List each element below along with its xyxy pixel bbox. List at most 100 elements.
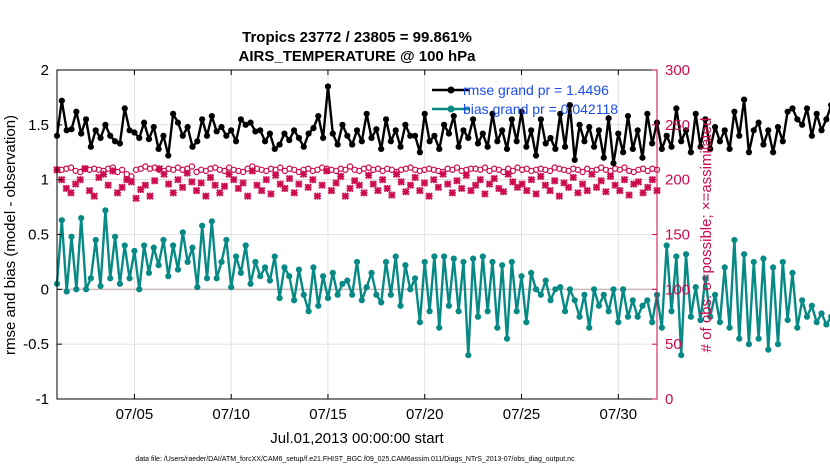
rmse-point [571, 156, 578, 164]
bias-point [286, 273, 293, 280]
obs-assimilated-marker [332, 179, 340, 187]
rmse-point [460, 127, 467, 134]
obs-possible-marker [481, 164, 489, 171]
bias-point [682, 251, 690, 258]
x-ticks: 07/05 07/10 07/15 07/20 07/25 07/30 [116, 70, 637, 423]
bias-point [107, 275, 114, 282]
obs-assimilated-marker [509, 178, 517, 186]
bias-point [600, 291, 607, 298]
bias-point [465, 352, 472, 359]
obs-assimilated-marker [532, 190, 540, 198]
bias-point [808, 302, 815, 309]
obs-assimilated-marker [234, 184, 243, 193]
obs-assimilated-marker [406, 181, 415, 189]
rmse-point [286, 137, 293, 144]
obs-assimilated-marker [188, 178, 196, 186]
obs-assimilated-marker [639, 189, 647, 197]
bias-point [692, 284, 699, 291]
obs-possible-marker [621, 164, 628, 171]
obs-assimilated-marker [485, 180, 494, 188]
rmse-point [257, 127, 264, 134]
obs-assimilated-marker [425, 192, 433, 200]
rmse-point [745, 149, 753, 156]
bias-point [421, 258, 428, 266]
rmse-point [73, 108, 80, 115]
obs-assimilated-marker [578, 180, 587, 188]
obs-assimilated-marker [341, 192, 350, 200]
obs-assimilated-marker [476, 175, 484, 184]
obs-assimilated-marker [402, 188, 410, 196]
obs-possible-marker [188, 163, 196, 170]
bias-point [610, 286, 617, 293]
obs-assimilated-marker [443, 180, 452, 188]
rmse-point [334, 141, 341, 148]
rmse-point [155, 145, 162, 153]
obs-assimilated-marker [76, 175, 84, 184]
bias-point [63, 288, 70, 295]
obs-assimilated-marker [481, 190, 489, 198]
y-axis-label: rmse and bias (model - observation) [2, 115, 19, 355]
obs-assimilated-marker [448, 189, 457, 197]
y-tick-label: 0 [41, 281, 49, 298]
bias-point [257, 273, 264, 280]
obs-assimilated-markers [53, 164, 661, 203]
y-right-tick-label: 200 [665, 172, 690, 189]
obs-assimilated-marker [309, 175, 317, 184]
bias-point [184, 258, 191, 266]
obs-assimilated-marker [323, 167, 331, 175]
y-right-tick-label: 100 [665, 281, 690, 298]
bias-point [363, 284, 370, 291]
bias-point [499, 262, 506, 269]
bias-point [561, 308, 569, 315]
rmse-point [537, 116, 544, 123]
obs-assimilated-marker [569, 173, 577, 182]
rmse-point [179, 132, 186, 139]
bias-point [237, 269, 244, 276]
bias-point [223, 236, 230, 244]
obs-assimilated-marker [299, 170, 308, 178]
obs-assimilated-marker [430, 175, 438, 184]
bias-point [300, 291, 307, 298]
x-axis-label: Jul.01,2013 00:00:00 start [270, 430, 444, 447]
rmse-point [770, 149, 777, 156]
bias-point [160, 236, 167, 244]
bias-point [707, 313, 714, 320]
obs-possible-marker [277, 164, 284, 171]
obs-assimilated-marker [202, 192, 210, 200]
bias-point [629, 297, 636, 304]
rmse-point [784, 108, 791, 115]
obs-assimilated-marker [583, 186, 591, 195]
bias-point [116, 280, 124, 287]
rmse-point [170, 110, 177, 117]
rmse-point [373, 126, 380, 133]
rmse-point [271, 145, 278, 153]
y-tick-label: 0.5 [28, 227, 49, 244]
rmse-point [566, 101, 574, 109]
rmse-point [358, 138, 365, 145]
rmse-point [203, 132, 211, 139]
bias-point [136, 286, 143, 293]
bias-point [150, 244, 157, 251]
bias-point [494, 324, 501, 331]
bias-point [344, 277, 351, 284]
bias-point [426, 308, 433, 315]
obs-assimilated-marker [230, 175, 238, 184]
rmse-point [87, 143, 94, 150]
obs-assimilated-marker [67, 189, 75, 197]
rmse-point [595, 127, 603, 134]
bias-point [508, 258, 515, 266]
bias-point [745, 341, 753, 348]
bias-point [121, 242, 128, 249]
rmse-point [644, 110, 651, 117]
rmse-point [760, 141, 767, 148]
obs-assimilated-marker [109, 167, 117, 175]
rmse-point [765, 127, 772, 134]
obs-assimilated-marker [216, 189, 224, 197]
bias-point [349, 291, 356, 298]
y-right-ticks: 0 50 100 150 200 250 300 [652, 62, 690, 408]
rmse-point [445, 130, 453, 137]
obs-assimilated-marker [541, 181, 550, 189]
rmse-point [610, 160, 617, 167]
rmse-point [402, 121, 409, 128]
rmse-point [184, 123, 191, 131]
